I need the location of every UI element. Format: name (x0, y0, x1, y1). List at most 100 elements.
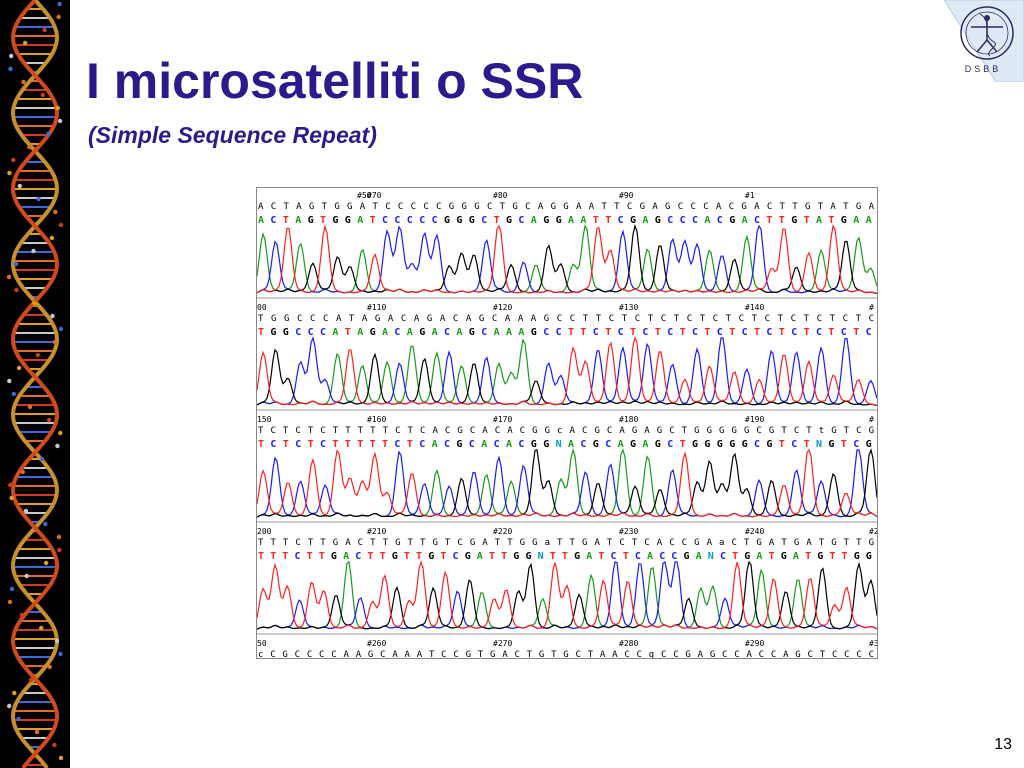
trace-t (256, 224, 878, 295)
called-base: C (680, 215, 686, 226)
called-base: G (655, 215, 661, 226)
called-base: C (481, 327, 487, 338)
called-base: C (720, 551, 726, 562)
position-tick-label: #80 (493, 191, 508, 200)
called-base: T (779, 215, 785, 226)
called-base: C (611, 551, 617, 562)
called-base: T (779, 327, 785, 338)
called-base: G (543, 439, 549, 450)
called-base: A (407, 327, 413, 338)
called-base: T (380, 551, 386, 562)
called-base: G (465, 551, 471, 562)
called-base: C (494, 439, 500, 450)
called-base: C (754, 215, 760, 226)
called-base: T (320, 215, 326, 226)
called-base: G (630, 215, 636, 226)
called-base: T (562, 551, 568, 562)
called-base: A (494, 327, 500, 338)
called-base: G (345, 215, 351, 226)
called-base: A (357, 215, 363, 226)
dna-helix-strip (0, 0, 70, 768)
called-base: G (791, 215, 797, 226)
called-base: G (574, 551, 580, 562)
called-base: A (866, 215, 872, 226)
called-base: C (419, 215, 425, 226)
called-base: A (432, 439, 438, 450)
raw-sequence-line: T G G C C C A T A G A C A G A C A G C A … (258, 314, 874, 324)
called-base: C (605, 439, 611, 450)
called-base: T (766, 215, 772, 226)
called-base: T (729, 327, 735, 338)
called-base: T (623, 551, 629, 562)
called-base: G (692, 439, 698, 450)
called-base: C (692, 327, 698, 338)
called-base: C (580, 439, 586, 450)
called-base: T (367, 551, 373, 562)
called-base: N (708, 551, 714, 562)
called-base: G (469, 215, 475, 226)
called-base: C (453, 551, 459, 562)
called-base: A (647, 551, 653, 562)
called-base: A (853, 215, 859, 226)
called-base: T (804, 327, 810, 338)
called-base: N (816, 439, 822, 450)
trace-c (256, 336, 878, 406)
called-base: G (444, 215, 450, 226)
trace-a (256, 447, 878, 518)
called-base: A (568, 439, 574, 450)
position-tick-label: #280 (619, 639, 638, 648)
position-tick-label: #260 (367, 639, 386, 648)
position-tick-label: #270 (493, 639, 512, 648)
called-base: T (593, 215, 599, 226)
called-base: A (456, 327, 462, 338)
position-tick-label: #160 (367, 415, 386, 424)
called-base: C (295, 327, 301, 338)
called-base: G (704, 439, 710, 450)
called-base: T (494, 215, 500, 226)
called-base: C (518, 215, 524, 226)
called-base: G (593, 439, 599, 450)
called-base: G (456, 439, 462, 450)
position-tick-label: # (869, 303, 874, 312)
called-base: C (841, 327, 847, 338)
called-base: G (332, 215, 338, 226)
called-base: T (345, 439, 351, 450)
called-base: T (841, 439, 847, 450)
position-tick-label: #90 (619, 191, 634, 200)
called-base: C (444, 327, 450, 338)
called-base: C (518, 439, 524, 450)
called-base: T (829, 551, 835, 562)
called-base: T (630, 327, 636, 338)
called-base: G (543, 215, 549, 226)
slide-number: 13 (994, 736, 1012, 753)
called-base: T (308, 439, 314, 450)
called-base: T (416, 551, 422, 562)
called-base: T (680, 327, 686, 338)
called-base: G (841, 215, 847, 226)
called-base: G (331, 551, 337, 562)
trace-t (256, 336, 878, 407)
called-base: A (518, 327, 524, 338)
called-base: T (605, 327, 611, 338)
called-base: T (283, 215, 289, 226)
called-base: T (258, 439, 264, 450)
position-tick-label: #120 (493, 303, 512, 312)
called-base: A (618, 439, 624, 450)
called-base: T (501, 551, 507, 562)
called-base: T (319, 551, 325, 562)
called-base: G (766, 439, 772, 450)
called-base: T (568, 327, 574, 338)
trace-g (256, 348, 878, 407)
called-base: G (370, 327, 376, 338)
called-base: A (586, 551, 592, 562)
called-base: C (618, 215, 624, 226)
called-base: C (419, 439, 425, 450)
called-base: C (635, 551, 641, 562)
called-base: G (526, 551, 532, 562)
called-base: C (667, 215, 673, 226)
called-base: T (357, 439, 363, 450)
position-tick-label: # (869, 415, 874, 424)
called-base: T (828, 327, 834, 338)
called-base: T (307, 551, 313, 562)
called-base: G (419, 327, 425, 338)
